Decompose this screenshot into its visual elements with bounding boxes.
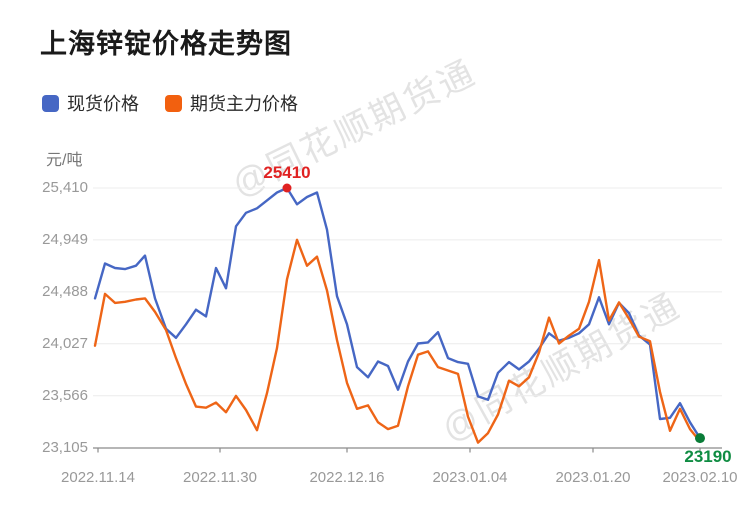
series-line xyxy=(93,186,702,440)
x-axis-tick-label: 2022.12.16 xyxy=(309,469,385,486)
legend: 现货价格 期货主力价格 xyxy=(42,90,298,116)
y-axis-tick-label: 24,488 xyxy=(42,282,88,300)
annotation-dot xyxy=(282,183,292,193)
y-axis-tick-label: 23,105 xyxy=(42,438,88,456)
y-axis-unit-label: 元/吨 xyxy=(46,152,83,169)
chart-title: 上海锌锭价格走势图 xyxy=(40,29,292,59)
legend-swatch-futures-price xyxy=(165,94,182,112)
x-axis-tick-label: 2023.01.04 xyxy=(432,469,508,486)
x-axis-tick-label: 2023.01.20 xyxy=(555,469,631,486)
last-value-annotation: 23190 xyxy=(684,447,732,467)
legend-swatch-spot-price xyxy=(42,94,59,112)
annotation-dot xyxy=(695,433,705,444)
y-axis-tick-label: 23,566 xyxy=(42,386,88,404)
legend-label-spot-price: 现货价格 xyxy=(67,94,139,114)
y-axis-tick-label: 24,027 xyxy=(42,334,88,352)
series-line xyxy=(93,238,702,444)
x-axis-tick-label: 2022.11.14 xyxy=(61,469,135,486)
y-axis-tick-label: 25,410 xyxy=(42,179,88,196)
x-axis-tick-label: 2023.02.10 xyxy=(662,469,738,486)
legend-label-futures-price: 期货主力价格 xyxy=(190,94,298,114)
max-value-annotation: 25410 xyxy=(263,163,311,182)
x-axis-tick-label: 2022.11.30 xyxy=(183,469,257,486)
y-axis-tick-label: 24,949 xyxy=(42,230,88,248)
